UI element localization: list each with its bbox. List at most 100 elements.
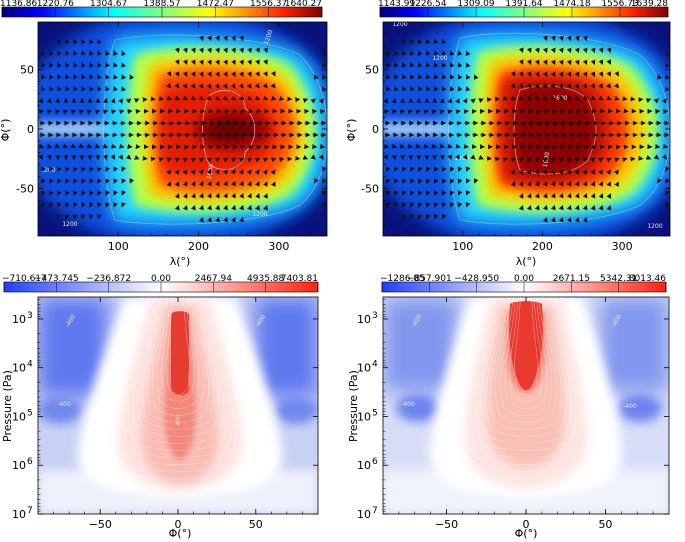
contour-label: 1200 xyxy=(252,211,267,218)
wind-vector xyxy=(441,73,447,80)
wind-vector xyxy=(425,73,431,80)
wind-vector xyxy=(73,85,78,92)
y-axis-label: Φ(°) xyxy=(345,119,358,142)
wind-vector xyxy=(238,169,244,175)
wind-vector xyxy=(574,95,581,101)
wind-vector xyxy=(425,178,431,185)
wind-vector xyxy=(206,180,212,187)
y-tick-label: -50 xyxy=(16,182,34,195)
wind-vector xyxy=(582,180,588,187)
wind-vector xyxy=(54,109,61,115)
colorbar-tick-label: 0.00 xyxy=(151,274,171,284)
wind-vector xyxy=(534,71,540,77)
wind-vector xyxy=(575,144,582,150)
contour-line xyxy=(485,297,567,437)
y-tick-exponent: 6 xyxy=(27,457,33,467)
wind-vector xyxy=(105,74,110,80)
colorbar-tick-label: 1556.37 xyxy=(250,0,287,9)
wind-vector xyxy=(591,108,598,114)
y-axis-label: Φ(°) xyxy=(0,119,12,142)
x-tick-label: 100 xyxy=(452,240,473,253)
wind-vector xyxy=(174,157,181,163)
wind-vector xyxy=(198,95,205,101)
contour-label: 1200 xyxy=(432,55,447,62)
wind-vector xyxy=(89,166,94,173)
wind-vector xyxy=(206,157,213,163)
colorbar-tick-label: 1639.28 xyxy=(631,0,668,9)
contour-line xyxy=(142,297,214,430)
x-axis: −50 0 50 xyxy=(53,297,303,531)
colorbar-tick-label: −473.745 xyxy=(34,274,79,284)
colorbar-tick-label: −1286.85 xyxy=(380,274,425,284)
colorbar-tick-labels: −1286.85−857.901 −428.950 0.00 2671.15 5342.… xyxy=(380,274,666,292)
x-axis-label: λ(°) xyxy=(170,255,191,268)
wind-vector xyxy=(402,73,407,80)
x-axis: −50 0 50 xyxy=(398,297,654,531)
wind-vector xyxy=(425,190,431,196)
wind-vector xyxy=(262,157,269,163)
contour-label: 1200 xyxy=(40,167,55,174)
wind-vector xyxy=(246,157,253,163)
wind-vector xyxy=(231,71,236,78)
wind-vector xyxy=(551,108,558,114)
wind-vector xyxy=(73,73,78,80)
wind-vector xyxy=(70,143,77,149)
wind-vector xyxy=(208,108,214,114)
wind-vector xyxy=(254,95,261,101)
colorbar-tick-label: 1226.54 xyxy=(409,0,446,9)
wind-vector xyxy=(102,143,109,149)
wind-vector xyxy=(262,169,268,175)
y-tick-exponent: 3 xyxy=(372,311,378,321)
wind-vector xyxy=(558,95,565,101)
colorbar-tick-labels: 1136.86 1220.76 1304.67 1388.57 1472.47 1556.… xyxy=(0,0,323,17)
colorbar-tick-label: 8013.46 xyxy=(629,274,666,284)
contour-line xyxy=(451,297,601,486)
wind-vector xyxy=(417,73,423,80)
y-tick-label: 10 xyxy=(357,410,371,423)
wind-vector xyxy=(423,143,429,149)
colorbar-tick-label: 1391.64 xyxy=(505,0,542,9)
wind-vector xyxy=(62,109,69,115)
wind-vector xyxy=(418,85,423,92)
y-axis: 50 0 -50 xyxy=(361,33,670,225)
wind-vector xyxy=(81,62,86,68)
contour-line xyxy=(127,297,229,451)
wind-vector xyxy=(214,180,220,187)
wind-vector xyxy=(94,143,101,149)
colorbar-tick-label: 1220.76 xyxy=(37,0,74,9)
wind-vector xyxy=(65,85,70,92)
heatmap-field xyxy=(383,22,670,236)
x-tick-label: 0 xyxy=(523,518,530,531)
wind-vector xyxy=(182,157,189,163)
wind-vector xyxy=(200,144,206,150)
contour-line xyxy=(137,297,219,437)
y-tick-exponent: 7 xyxy=(372,506,378,516)
wind-vector xyxy=(410,85,415,92)
wind-vector xyxy=(190,181,196,187)
colorbar-tick-label: 1640.27 xyxy=(285,0,322,9)
contour-line xyxy=(475,297,577,451)
contour-line xyxy=(147,297,209,423)
wind-vector xyxy=(247,71,252,77)
wind-vector xyxy=(606,83,612,89)
wind-vector xyxy=(81,178,86,185)
wind-vector xyxy=(418,166,423,173)
y-tick-label: 10 xyxy=(12,459,26,472)
wind-vector xyxy=(73,190,78,196)
wind-vector xyxy=(542,83,548,89)
wind-vector xyxy=(590,95,596,101)
wind-vector xyxy=(206,83,212,89)
y-axis-label: Pressure (Pa) xyxy=(1,370,14,442)
wind-vector xyxy=(230,95,237,101)
y-tick-label: 10 xyxy=(12,410,26,423)
contour-label: 1200 xyxy=(263,29,275,46)
colorbar-tick-label: 1388.57 xyxy=(143,0,180,9)
wind-vector xyxy=(535,144,542,150)
y-tick-exponent: 5 xyxy=(372,408,378,418)
wind-vector xyxy=(439,143,445,149)
wind-vector xyxy=(591,144,598,150)
y-tick-exponent: 3 xyxy=(27,311,33,321)
